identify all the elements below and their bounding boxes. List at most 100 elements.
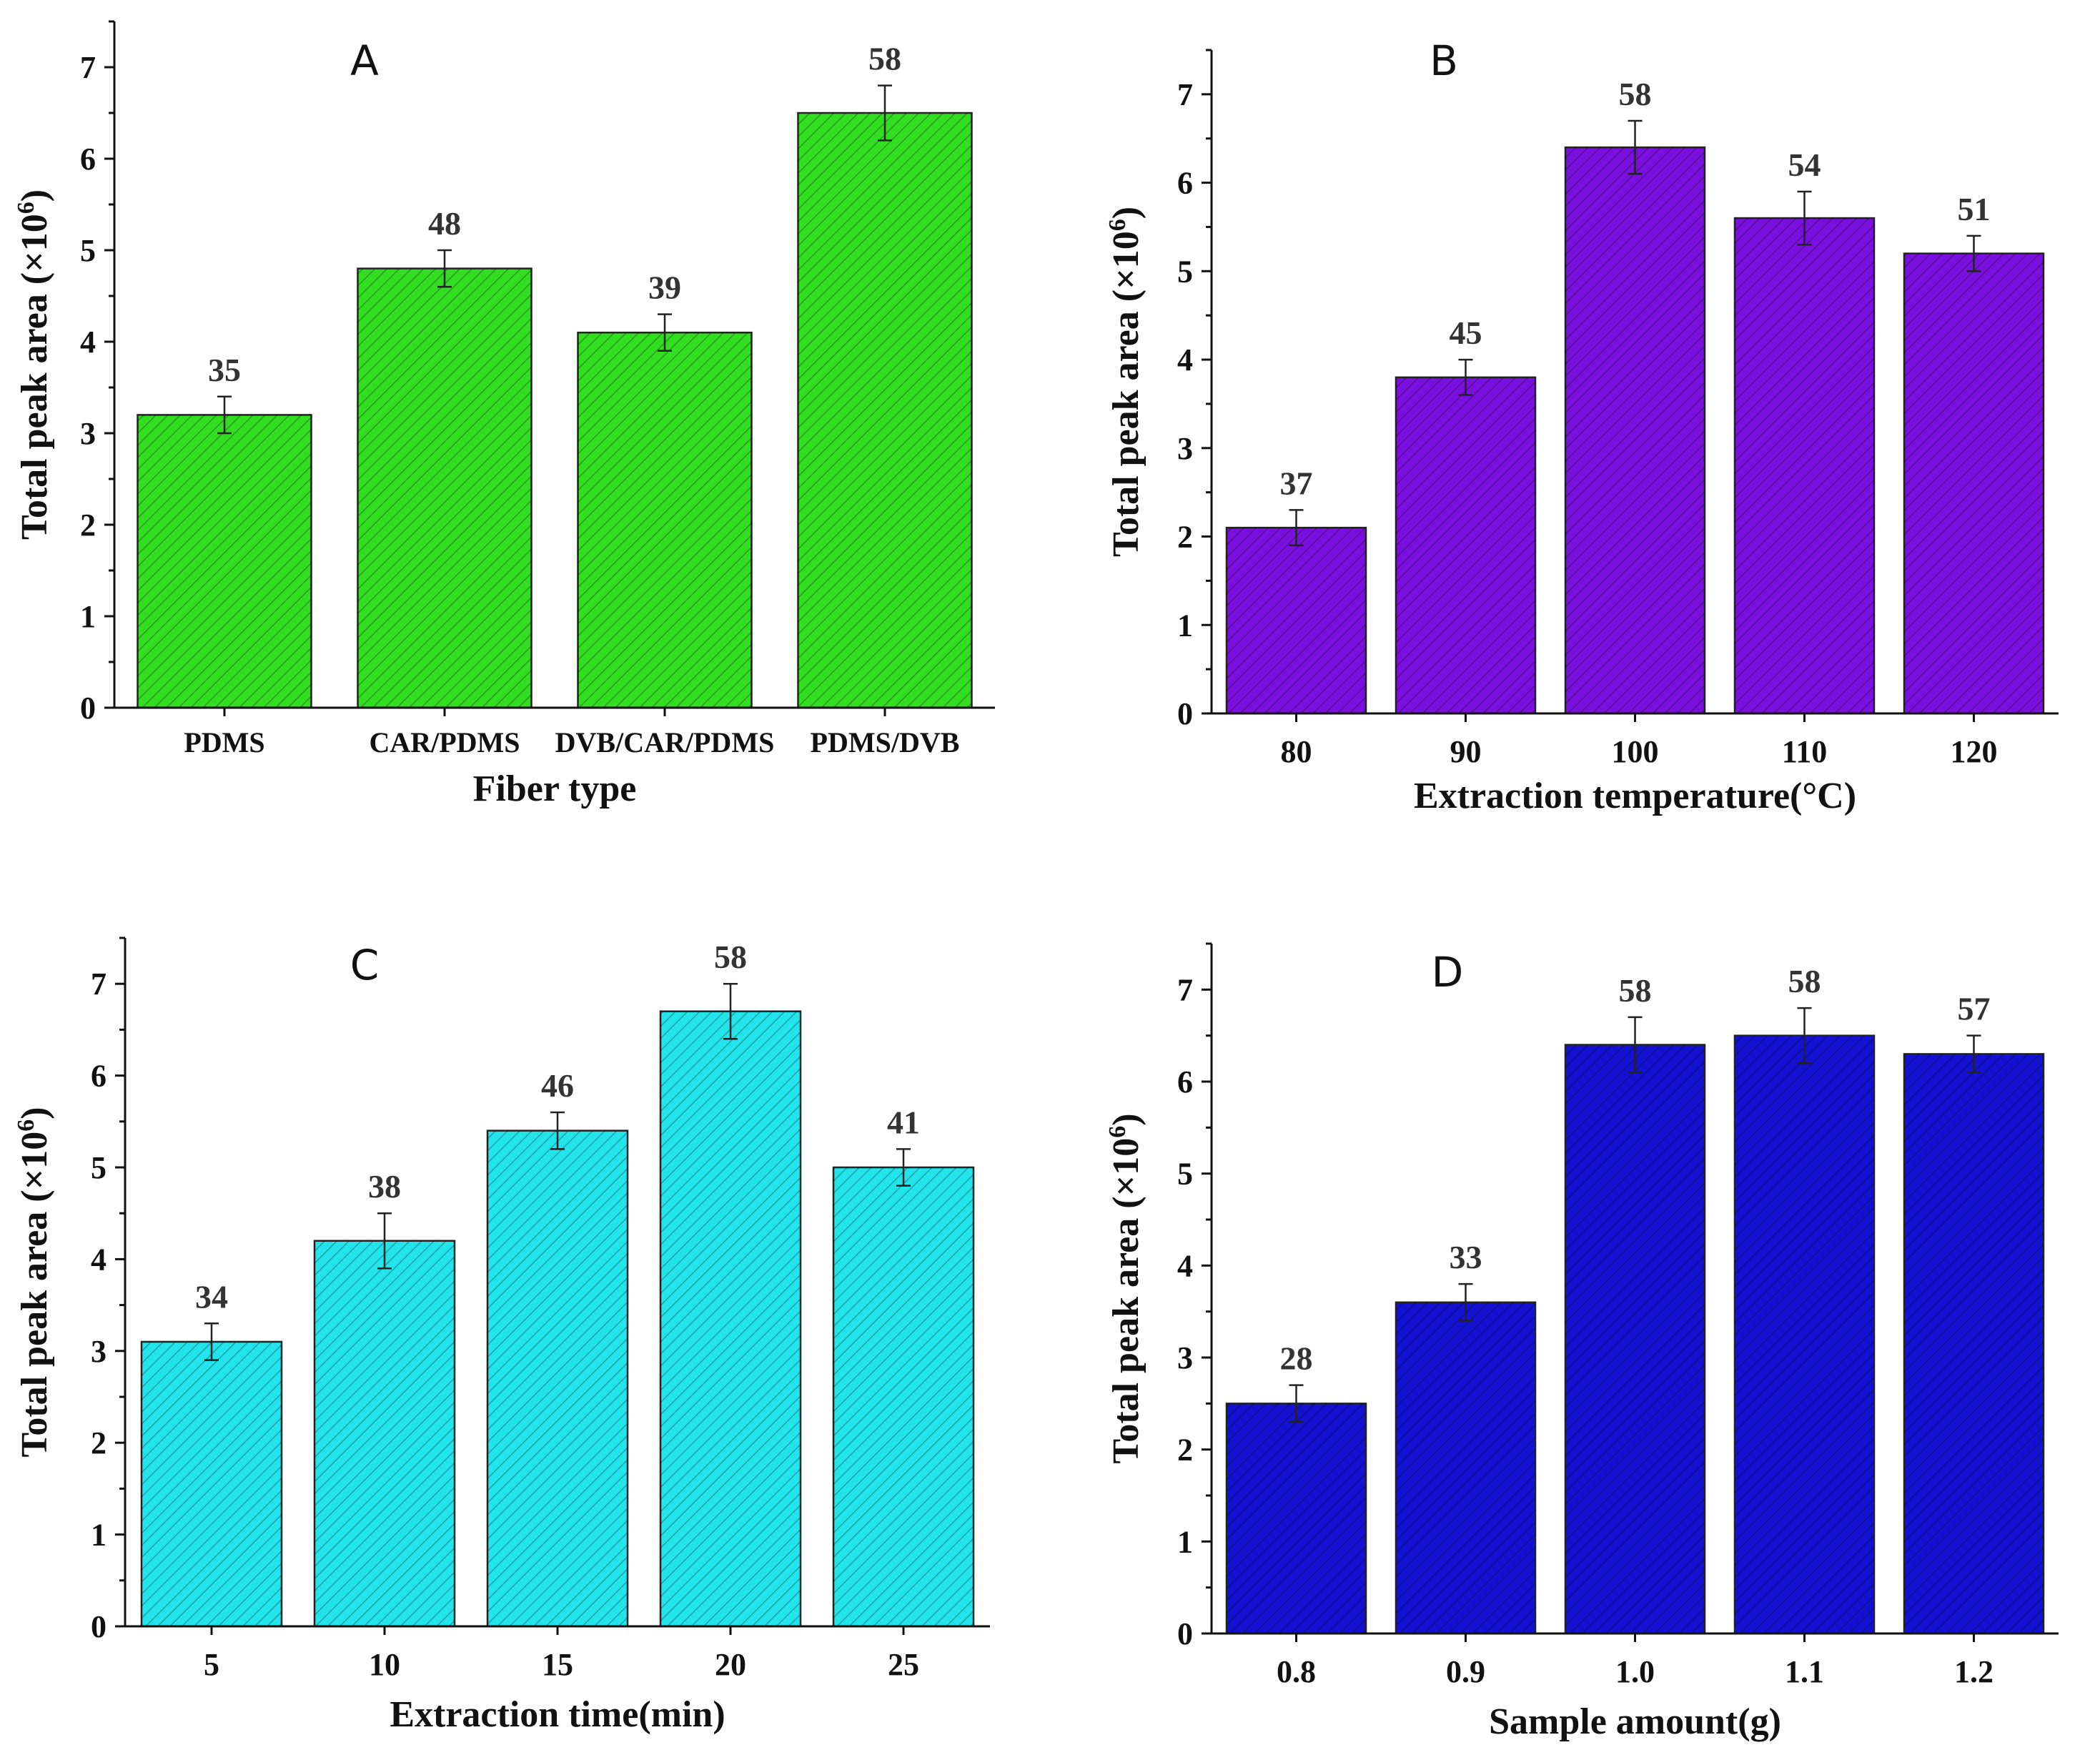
bar-hatch [1735, 218, 1874, 713]
y-tick-label: 0 [1177, 1616, 1193, 1651]
x-tick-label: 10 [369, 1647, 400, 1682]
x-tick-label: 80 [1281, 734, 1312, 769]
data-label: 58 [1788, 963, 1821, 999]
y-tick-label: 1 [91, 1518, 107, 1553]
x-tick-label: 120 [1951, 734, 1998, 769]
panel-letter: A [350, 36, 379, 85]
y-axis-title-exponent: 6 [13, 1119, 39, 1132]
panel-d: D 28 0.8 33 0.9 58 1.0 58 1.1 57 1.2 0 1 2 3 4 5 6 7 Sample… [1104, 942, 2059, 1742]
panel-b: B3780459058100541105112001234567Extracti… [1104, 36, 2059, 816]
y-tick-label: 3 [91, 1334, 107, 1369]
y-axis-title-end: ) [1106, 207, 1146, 219]
y-tick-label: 0 [80, 691, 96, 726]
y-tick-label: 6 [1177, 1064, 1193, 1099]
bar-hatch [357, 268, 532, 708]
y-tick-label: 7 [1177, 77, 1193, 112]
y-axis-title-main: Total peak area (×10 [1106, 1138, 1146, 1464]
y-tick-label: 7 [80, 50, 96, 85]
bar-hatch [314, 1240, 455, 1626]
data-label: 58 [1619, 76, 1652, 112]
data-label: 51 [1958, 191, 1991, 227]
y-tick-label: 7 [91, 967, 107, 1002]
x-tick-label: PDMS/DVB [811, 726, 960, 758]
y-tick-label: 5 [1177, 1157, 1193, 1192]
data-label: 39 [648, 270, 681, 306]
y-tick-label: 7 [1177, 972, 1193, 1007]
y-tick-label: 2 [80, 508, 96, 543]
bar-hatch [1735, 1035, 1874, 1633]
panel-letter: D [1432, 948, 1464, 997]
y-axis-title: Total peak area (×106) [13, 189, 55, 540]
y-axis-title: Total peak area (×106) [1104, 207, 1146, 557]
y-tick-label: 4 [80, 325, 96, 360]
y-tick-label: 2 [1177, 520, 1193, 555]
y-tick-label: 5 [1177, 254, 1193, 289]
x-tick-label: 20 [715, 1647, 746, 1682]
data-label: 58 [1619, 972, 1652, 1009]
y-tick-label: 3 [80, 416, 96, 451]
x-tick-label: 5 [204, 1647, 219, 1682]
x-tick-label: PDMS [184, 726, 264, 758]
data-label: 46 [541, 1067, 574, 1104]
data-label: 37 [1280, 465, 1313, 501]
x-tick-label: 15 [542, 1647, 573, 1682]
x-tick-label: 1.2 [1954, 1654, 1993, 1689]
y-axis-title-main: Total peak area (×10 [14, 214, 55, 540]
y-tick-label: 2 [91, 1425, 107, 1460]
x-axis-title: Extraction temperature(°C) [1414, 776, 1856, 816]
y-axis-title-main: Total peak area (×10 [1106, 231, 1146, 557]
x-tick-label: 0.9 [1446, 1654, 1485, 1689]
x-tick-label: 100 [1612, 734, 1659, 769]
y-tick-label: 3 [1177, 431, 1193, 466]
bar-hatch [1565, 1044, 1705, 1633]
panel-letter: C [350, 941, 380, 989]
bar-hatch [142, 1341, 282, 1626]
data-label: 48 [428, 205, 461, 242]
bar-hatch [578, 332, 752, 708]
bar-hatch [1396, 1302, 1535, 1633]
y-axis-title: Total peak area (×106) [13, 1107, 55, 1457]
data-label: 45 [1450, 315, 1482, 351]
y-axis-title: Total peak area (×106) [1104, 1113, 1146, 1463]
bar-hatch [137, 415, 312, 708]
bar-hatch [1227, 528, 1366, 713]
panel-letter: B [1430, 36, 1458, 85]
y-tick-label: 1 [1177, 608, 1193, 643]
y-tick-label: 1 [80, 599, 96, 634]
y-tick-label: 5 [80, 233, 96, 268]
y-tick-label: 0 [91, 1609, 107, 1644]
bar-hatch [1904, 253, 2044, 713]
y-tick-label: 6 [1177, 166, 1193, 201]
bar-hatch [1565, 147, 1705, 713]
x-tick-label: 0.8 [1277, 1654, 1316, 1689]
y-axis-title-exponent: 6 [1104, 219, 1131, 231]
data-label: 33 [1450, 1239, 1482, 1275]
bar-hatch [798, 113, 972, 708]
y-axis-title-main: Total peak area (×10 [14, 1132, 55, 1458]
data-label: 35 [208, 352, 241, 388]
y-tick-label: 4 [1177, 1248, 1193, 1283]
x-axis-title: Extraction time(min) [390, 1694, 725, 1735]
y-tick-label: 6 [91, 1059, 107, 1094]
bar-hatch [1904, 1054, 2044, 1633]
panel-a: A35PDMS48CAR/PDMS39DVB/CAR/PDMS58PDMS/DV… [13, 20, 995, 809]
data-label: 58 [868, 41, 901, 77]
data-label: 57 [1958, 991, 1991, 1027]
data-label: 41 [887, 1104, 920, 1140]
x-tick-label: 1.1 [1785, 1654, 1824, 1689]
bar-hatch [660, 1011, 801, 1626]
data-label: 28 [1280, 1340, 1313, 1377]
chart-panels: A35PDMS48CAR/PDMS39DVB/CAR/PDMS58PDMS/DV… [13, 20, 2059, 1742]
y-tick-label: 5 [91, 1150, 107, 1185]
x-axis-title: Sample amount(g) [1489, 1701, 1781, 1742]
data-label: 38 [368, 1168, 401, 1205]
bar-hatch [487, 1130, 628, 1626]
x-tick-label: 1.0 [1615, 1654, 1655, 1689]
x-tick-label: CAR/PDMS [369, 726, 520, 758]
y-tick-label: 0 [1177, 696, 1193, 731]
y-tick-label: 4 [91, 1242, 107, 1277]
y-axis-title-end: ) [14, 189, 55, 202]
x-tick-label: DVB/CAR/PDMS [555, 726, 775, 758]
